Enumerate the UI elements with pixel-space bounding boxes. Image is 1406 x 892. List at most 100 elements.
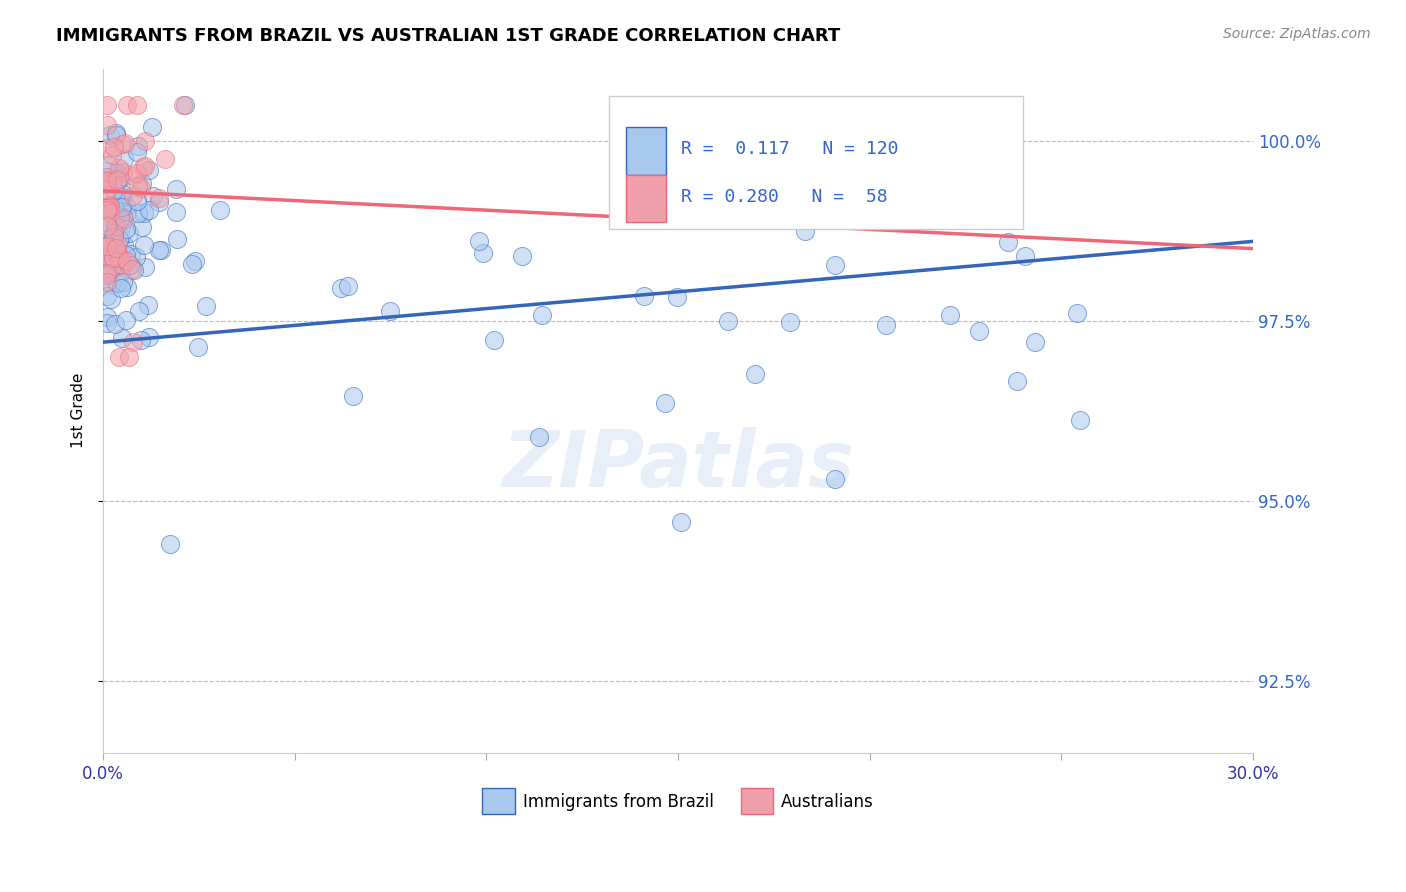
- Point: [153, 152, 176, 166]
- Bar: [626, 175, 666, 222]
- Point: [96, 201, 118, 215]
- Point: [666, 290, 689, 304]
- Point: [839, 167, 862, 181]
- Point: [104, 219, 127, 233]
- Point: [997, 235, 1019, 250]
- Point: [110, 251, 132, 265]
- Point: [96, 141, 118, 155]
- Point: [110, 281, 132, 295]
- Point: [96, 188, 118, 202]
- Point: [103, 227, 125, 241]
- Point: [96, 183, 118, 197]
- Point: [149, 243, 172, 257]
- Point: [107, 350, 129, 364]
- Point: [120, 247, 142, 261]
- Point: [121, 189, 143, 203]
- Point: [105, 276, 128, 290]
- Point: [112, 238, 135, 252]
- Point: [112, 186, 135, 201]
- Point: [112, 212, 135, 227]
- Point: [110, 264, 132, 278]
- Point: [208, 203, 231, 218]
- Point: [717, 313, 740, 327]
- Bar: [482, 789, 515, 814]
- Point: [112, 253, 135, 268]
- Point: [512, 249, 534, 263]
- Point: [114, 222, 136, 236]
- FancyBboxPatch shape: [609, 95, 1022, 229]
- Point: [1066, 306, 1088, 320]
- Point: [134, 206, 156, 220]
- Point: [174, 97, 197, 112]
- Point: [471, 246, 494, 260]
- Point: [114, 313, 136, 327]
- Point: [107, 195, 129, 210]
- Point: [793, 224, 815, 238]
- Point: [118, 226, 141, 240]
- Point: [108, 257, 131, 271]
- Point: [112, 165, 135, 179]
- Text: Source: ZipAtlas.com: Source: ZipAtlas.com: [1223, 27, 1371, 41]
- Point: [125, 166, 148, 180]
- Point: [96, 261, 118, 276]
- Point: [107, 245, 129, 260]
- Point: [111, 200, 134, 214]
- Point: [96, 97, 118, 112]
- Point: [112, 153, 135, 167]
- Point: [101, 252, 124, 266]
- Point: [482, 333, 505, 347]
- Point: [103, 227, 125, 242]
- Point: [107, 236, 129, 251]
- Point: [114, 199, 136, 213]
- Point: [111, 190, 134, 204]
- Point: [1024, 334, 1046, 349]
- Point: [134, 159, 156, 173]
- Bar: [626, 127, 666, 175]
- Point: [120, 258, 142, 272]
- Point: [117, 205, 139, 219]
- Point: [100, 262, 122, 277]
- Point: [180, 257, 202, 271]
- Point: [96, 241, 118, 255]
- Point: [134, 135, 156, 149]
- Point: [111, 218, 134, 232]
- Point: [103, 140, 125, 154]
- Point: [148, 194, 170, 209]
- Point: [127, 194, 149, 208]
- Point: [166, 231, 188, 245]
- Point: [96, 219, 118, 233]
- Point: [98, 198, 121, 212]
- Point: [97, 158, 120, 172]
- Point: [125, 145, 148, 159]
- Point: [939, 309, 962, 323]
- Point: [96, 239, 118, 253]
- Point: [96, 200, 118, 214]
- Point: [118, 350, 141, 364]
- Point: [110, 230, 132, 244]
- Point: [129, 333, 152, 347]
- Point: [138, 163, 160, 178]
- Text: R =  0.117   N = 120: R = 0.117 N = 120: [682, 140, 898, 158]
- Point: [633, 289, 655, 303]
- Point: [187, 340, 209, 354]
- Text: ZIPatlas: ZIPatlas: [502, 427, 853, 503]
- Point: [125, 250, 148, 264]
- Point: [159, 537, 181, 551]
- Point: [96, 170, 118, 185]
- Point: [98, 199, 121, 213]
- Point: [96, 289, 118, 303]
- Point: [148, 192, 170, 206]
- Point: [342, 389, 364, 403]
- Text: Immigrants from Brazil: Immigrants from Brazil: [523, 793, 713, 811]
- Point: [824, 258, 846, 272]
- Point: [127, 139, 149, 153]
- Point: [967, 324, 990, 338]
- Point: [875, 318, 897, 332]
- Point: [114, 248, 136, 262]
- Bar: [741, 789, 773, 814]
- Point: [96, 268, 118, 282]
- Text: IMMIGRANTS FROM BRAZIL VS AUSTRALIAN 1ST GRADE CORRELATION CHART: IMMIGRANTS FROM BRAZIL VS AUSTRALIAN 1ST…: [56, 27, 841, 45]
- Point: [184, 254, 207, 268]
- Point: [111, 330, 134, 344]
- Point: [107, 246, 129, 260]
